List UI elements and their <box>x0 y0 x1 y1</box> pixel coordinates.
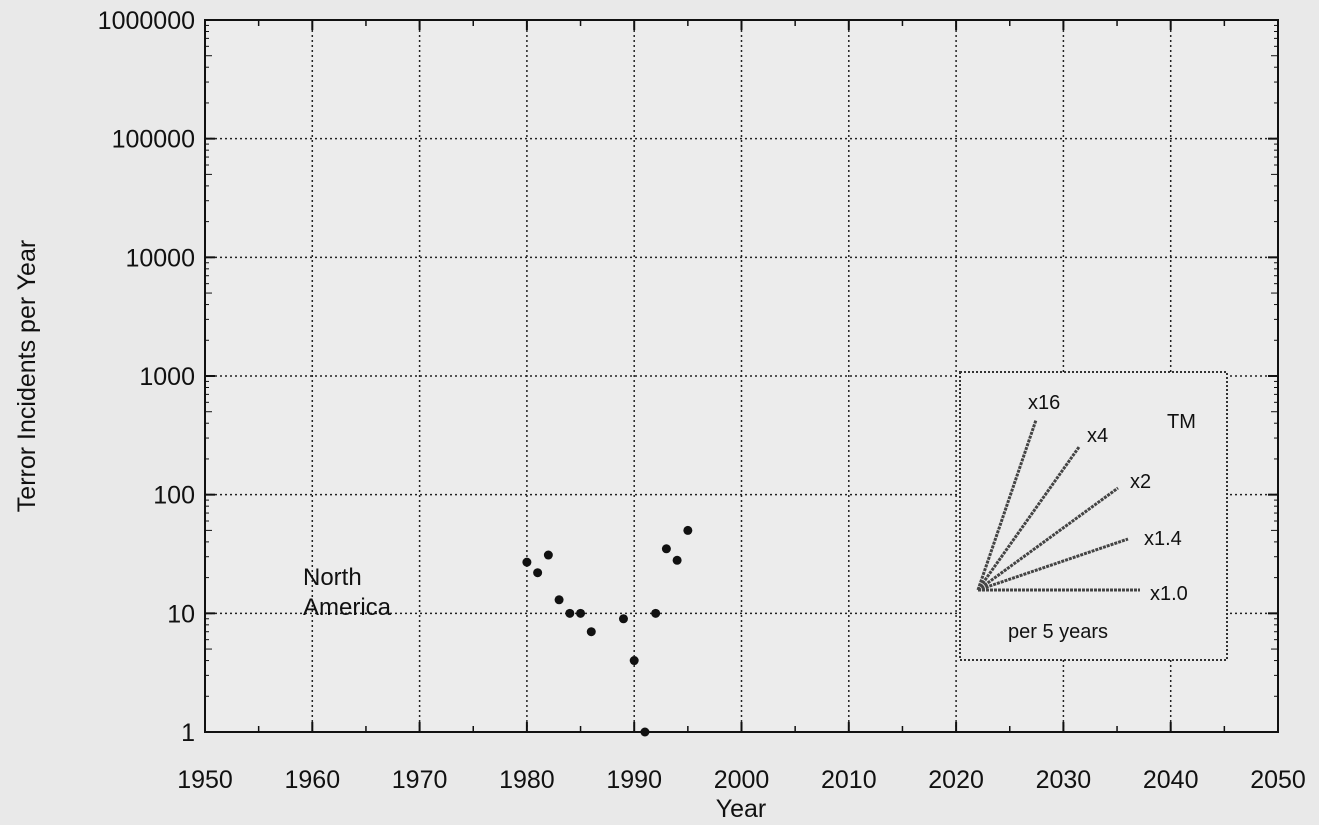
series-annotation-line-2: America <box>303 594 392 621</box>
series-annotation: North America <box>303 564 392 621</box>
x-tick-label: 1980 <box>499 766 555 794</box>
y-tick-label: 100000 <box>112 126 195 154</box>
x-tick-label: 2010 <box>821 766 877 794</box>
legend-rate-x1-4: x1.4 <box>1144 528 1182 550</box>
data-point <box>672 555 682 565</box>
y-tick-label: 1 <box>181 719 195 747</box>
x-tick-label: 1970 <box>392 766 448 794</box>
y-tick-label: 1000000 <box>98 7 195 35</box>
data-point <box>554 595 564 605</box>
data-points <box>522 525 693 737</box>
legend-ray-x1-4 <box>977 537 1129 592</box>
data-point <box>683 525 693 535</box>
legend-rate-x1-0: x1.0 <box>1150 583 1188 605</box>
data-point <box>640 727 650 737</box>
data-point <box>629 656 639 666</box>
data-point <box>543 550 553 560</box>
y-axis-title: Terror Incidents per Year <box>13 240 41 512</box>
legend-ray-x4 <box>976 446 1081 591</box>
y-tick-label: 100 <box>153 482 195 510</box>
x-tick-label: 1960 <box>284 766 340 794</box>
y-tick-label: 1000 <box>139 363 195 391</box>
data-point <box>651 608 661 618</box>
plot-frame <box>204 19 1279 733</box>
legend-title: per 5 years <box>1008 621 1108 643</box>
data-point <box>586 627 596 637</box>
data-point <box>576 608 586 618</box>
x-axis-title: Year <box>716 795 767 823</box>
x-tick-labels: 1950 1960 1970 1980 1990 2000 2010 2020 2030 2040… <box>177 766 1306 794</box>
data-point <box>618 614 628 624</box>
data-point <box>661 544 671 554</box>
growth-rate-legend: TM x16 x4 x2 x1.4 x1.0 per 5 years <box>959 371 1228 661</box>
legend-rays <box>976 419 1140 592</box>
legend-rate-x16: x16 <box>1028 392 1060 414</box>
x-tick-label: 2020 <box>928 766 984 794</box>
x-tick-label: 2030 <box>1036 766 1092 794</box>
x-tick-label: 2040 <box>1143 766 1199 794</box>
data-point <box>522 557 532 567</box>
axes <box>204 19 1279 733</box>
x-tick-label: 2050 <box>1250 766 1306 794</box>
legend-mark: TM <box>1167 411 1196 433</box>
y-tick-labels: 1 10 100 1000 10000 100000 1000000 <box>98 7 195 747</box>
series-annotation-line-1: North <box>303 564 362 591</box>
legend-rate-x4: x4 <box>1087 425 1108 447</box>
x-tick-label: 1990 <box>606 766 662 794</box>
legend-ray-x2 <box>977 486 1119 592</box>
legend-rate-x2: x2 <box>1130 471 1151 493</box>
x-tick-label: 1950 <box>177 766 233 794</box>
data-point <box>565 608 575 618</box>
y-tick-label: 10000 <box>125 244 195 272</box>
data-point <box>533 568 543 578</box>
y-tick-label: 10 <box>167 600 195 628</box>
x-tick-label: 2000 <box>714 766 770 794</box>
legend-ray-x16 <box>976 419 1038 591</box>
